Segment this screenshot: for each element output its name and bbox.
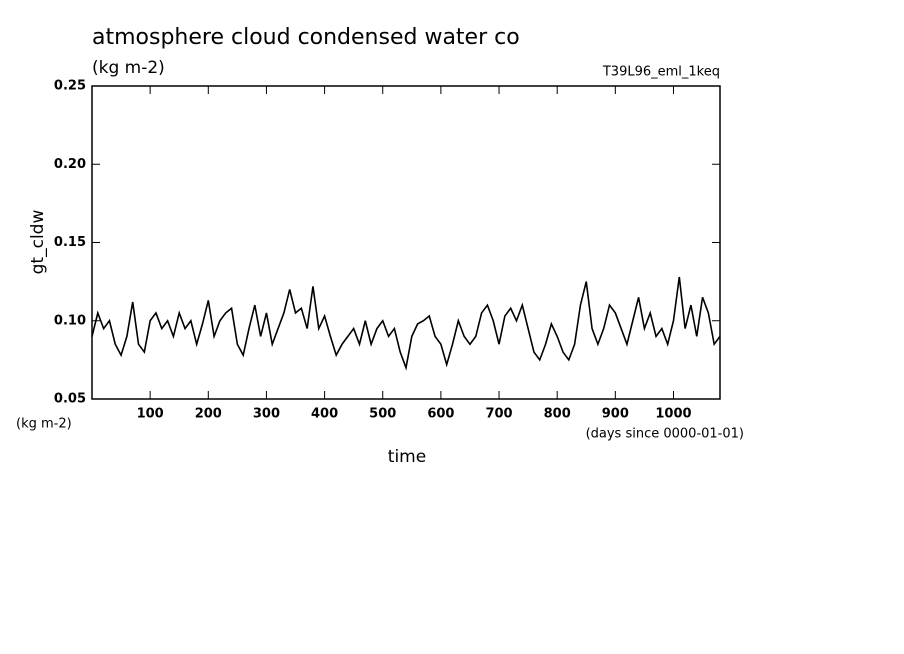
y-tick-label: 0.05 (54, 392, 86, 407)
x-tick-label: 500 (369, 407, 396, 422)
y-unit: (kg m-2) (16, 417, 72, 432)
plot-frame (91, 85, 721, 400)
x-tick-label: 100 (137, 407, 164, 422)
x-axis-label: time (388, 447, 426, 467)
y-tick-label: 0.20 (54, 157, 86, 172)
x-tick-label: 600 (427, 407, 454, 422)
x-unit: (days since 0000-01-01) (586, 427, 744, 442)
x-tick-label: 300 (253, 407, 280, 422)
chart-subtitle: (kg m-2) (92, 58, 165, 78)
x-tick-label: 200 (195, 407, 222, 422)
x-tick-label: 800 (544, 407, 571, 422)
annotation: T39L96_eml_1keq (602, 65, 720, 80)
x-tick-label: 400 (311, 407, 338, 422)
y-tick-label: 0.15 (54, 235, 86, 250)
x-tick-label: 1000 (655, 407, 691, 422)
y-axis-label: gt_cldw (28, 210, 48, 275)
chart-title: atmosphere cloud condensed water co (92, 25, 520, 50)
y-tick-label: 0.10 (54, 313, 86, 328)
x-tick-label: 700 (485, 407, 512, 422)
series-line (91, 276, 721, 371)
x-tick-label: 900 (602, 407, 629, 422)
y-tick-label: 0.25 (54, 79, 86, 94)
